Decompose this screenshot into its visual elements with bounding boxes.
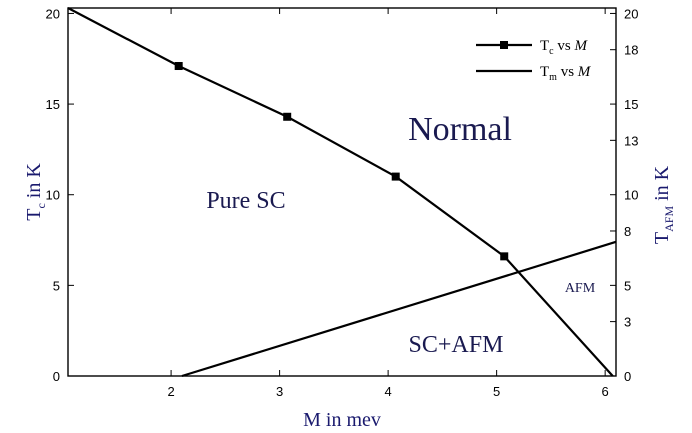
legend-tc-tail: vs: [554, 38, 575, 54]
y2-axis-ticks: 0 3 5 8 10 13 15 18 20: [610, 6, 638, 384]
y-tick-label-1: 5: [53, 278, 60, 293]
plot-frame: [67, 7, 617, 377]
legend-tm-var: M: [577, 64, 592, 80]
legend-label-tc: Tc vs M: [540, 38, 588, 57]
y2-tick-label-6: 15: [624, 97, 638, 112]
legend-tm-tail: vs: [557, 64, 578, 80]
series-line-0: [67, 7, 614, 377]
series-0-point-1: [283, 112, 292, 121]
y-tick-label-3: 15: [46, 97, 60, 112]
y2-axis-title-tail: in K: [651, 165, 673, 206]
y-axis-title: Tc in K: [23, 163, 48, 221]
annotation-normal: Normal: [408, 111, 512, 148]
annotation-afm: AFM: [565, 281, 596, 296]
y2-tick-label-0: 0: [624, 369, 631, 384]
series-0-point-0: [174, 62, 183, 71]
y2-tick-label-2: 5: [624, 278, 631, 293]
legend-label-tm: Tm vs M: [540, 64, 592, 83]
legend: Tc vs M Tm vs M: [476, 38, 592, 83]
series-layer: [67, 7, 617, 378]
x-axis-ticks: 2 3 4 5 6: [167, 8, 609, 399]
legend-tm-main: T: [540, 64, 549, 80]
legend-tc-main: T: [540, 38, 549, 54]
x-axis-title: M in mev: [303, 409, 381, 431]
y2-tick-label-7: 18: [624, 43, 638, 58]
legend-tc-sub: c: [549, 46, 554, 57]
series-0-point-2: [391, 172, 400, 181]
y-axis-ticks: 0 5 10 15 20: [46, 6, 74, 384]
series-line-1: [181, 240, 617, 378]
x-tick-label-0: 2: [167, 384, 174, 399]
annotation-sc-afm: SC+AFM: [409, 332, 504, 358]
legend-marker-tc: [500, 41, 508, 49]
x-tick-label-1: 3: [276, 384, 283, 399]
y2-axis-title: TAFM in K: [651, 165, 676, 244]
y2-tick-label-4: 10: [624, 188, 638, 203]
legend-tc-var: M: [573, 38, 588, 54]
y2-tick-label-3: 8: [624, 224, 631, 239]
annotation-pure-sc: Pure SC: [206, 188, 285, 214]
y2-tick-label-8: 20: [624, 6, 638, 21]
y-tick-label-2: 10: [46, 188, 60, 203]
x-tick-label-3: 5: [493, 384, 500, 399]
y2-tick-label-5: 13: [624, 133, 638, 148]
y2-tick-label-1: 3: [624, 315, 631, 330]
y-tick-label-4: 20: [46, 6, 60, 21]
y-axis-title-tail: in K: [23, 163, 45, 204]
series-0-point-3: [500, 252, 509, 261]
legend-tm-sub: m: [549, 72, 557, 83]
y-axis-title-main: T: [23, 209, 45, 221]
x-tick-label-2: 4: [385, 384, 392, 399]
y2-axis-title-sub: AFM: [662, 206, 676, 232]
x-tick-label-4: 6: [602, 384, 609, 399]
y2-axis-title-main: T: [651, 232, 673, 244]
y-tick-label-0: 0: [53, 369, 60, 384]
y-axis-title-sub: c: [34, 203, 48, 208]
